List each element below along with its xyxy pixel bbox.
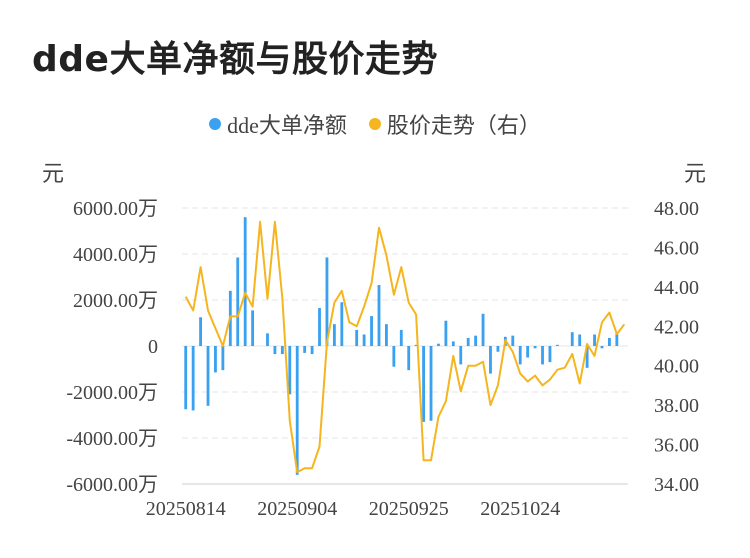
- y-left-tick-label: 0: [148, 336, 158, 358]
- y-right-tick-label: 48.00: [654, 198, 699, 220]
- legend-label-dde: dde大单净额: [227, 113, 347, 138]
- dde-bar: [362, 334, 366, 346]
- dde-bar: [392, 346, 396, 367]
- dde-bar: [466, 337, 470, 346]
- dde-bar: [303, 346, 307, 353]
- dde-bar: [600, 346, 604, 349]
- x-tick-label: 20251024: [480, 498, 560, 520]
- right-axis-unit: 元: [684, 161, 707, 186]
- legend: dde大单净额 股价走势（右）: [0, 110, 750, 138]
- y-right-tick-label: 38.00: [654, 395, 699, 417]
- dde-bar: [407, 346, 411, 371]
- left-axis-unit: 元: [42, 161, 65, 186]
- y-right-tick-label: 46.00: [654, 237, 699, 259]
- y-left-tick-label: 2000.00万: [73, 290, 158, 312]
- dde-bar: [251, 310, 255, 346]
- dde-bar: [526, 346, 530, 358]
- dde-bar: [295, 346, 299, 475]
- y-right-tick-label: 42.00: [654, 316, 699, 338]
- dde-bar: [199, 317, 202, 346]
- dde-bar: [355, 329, 359, 346]
- dde-bar: [548, 346, 552, 363]
- dde-bar: [221, 346, 225, 371]
- dde-bar: [288, 346, 292, 395]
- dde-bar: [570, 332, 574, 346]
- dde-bar: [206, 346, 210, 406]
- dde-bar: [243, 217, 247, 346]
- y-right-tick-label: 34.00: [654, 474, 699, 496]
- dde-bar: [318, 308, 321, 346]
- dde-bar: [593, 334, 596, 346]
- dde-bar: [511, 335, 515, 346]
- dde-bar: [608, 337, 611, 346]
- dde-bar: [459, 346, 463, 365]
- dde-bar: [385, 324, 388, 346]
- dde-bar: [266, 333, 269, 346]
- y-left-tick-label: 6000.00万: [73, 198, 158, 220]
- dde-bar: [310, 346, 314, 355]
- dde-bar: [541, 346, 544, 365]
- y-left-tick-label: -4000.00万: [66, 428, 158, 450]
- dde-bar: [236, 257, 240, 346]
- legend-dot-dde: [209, 118, 222, 130]
- dde-bar: [414, 344, 418, 346]
- dde-bar: [444, 320, 448, 346]
- dde-bar: [184, 346, 188, 410]
- dde-bar: [518, 346, 522, 365]
- legend-dot-price: [368, 118, 381, 130]
- dde-bar: [370, 316, 373, 346]
- dde-bar: [496, 346, 500, 352]
- dde-bar: [191, 346, 195, 411]
- y-left-tick-label: -2000.00万: [66, 382, 158, 404]
- y-right-tick-label: 44.00: [654, 277, 699, 299]
- dde-bar: [377, 285, 381, 346]
- dde-bar: [451, 341, 455, 346]
- dde-bar: [437, 343, 440, 346]
- x-tick-label: 20250925: [369, 498, 449, 520]
- x-tick-label: 20250814: [146, 498, 226, 520]
- y-left-tick-label: 4000.00万: [73, 244, 158, 266]
- dde-bar: [325, 257, 329, 346]
- dde-bar: [214, 346, 217, 373]
- y-right-tick-label: 36.00: [654, 435, 699, 457]
- dde-bar: [555, 344, 559, 346]
- legend-label-price: 股价走势（右）: [386, 113, 541, 138]
- x-tick-label: 20250904: [257, 498, 337, 520]
- dde-bar: [340, 302, 344, 346]
- legend-item-dde[interactable]: dde大单净额: [209, 108, 347, 140]
- dde-bar: [489, 346, 492, 374]
- dde-bar: [578, 334, 582, 346]
- dde-bar: [273, 346, 277, 355]
- legend-item-price[interactable]: 股价走势（右）: [368, 108, 541, 140]
- y-left-tick-label: -6000.00万: [66, 474, 158, 496]
- dde-bar: [280, 346, 284, 355]
- dde-bar: [429, 346, 433, 421]
- dde-bar: [585, 346, 589, 368]
- price-line: [184, 220, 626, 474]
- dde-bar: [332, 324, 336, 346]
- chart-title: dde大单净额与股价走势: [32, 39, 438, 80]
- dde-bar: [422, 346, 425, 422]
- dde-bar: [399, 329, 403, 346]
- dde-bar: [533, 346, 537, 349]
- dde-bar: [474, 335, 478, 346]
- dde-bar: [481, 313, 485, 346]
- dde-bar: [615, 333, 619, 346]
- y-right-tick-label: 40.00: [654, 356, 699, 378]
